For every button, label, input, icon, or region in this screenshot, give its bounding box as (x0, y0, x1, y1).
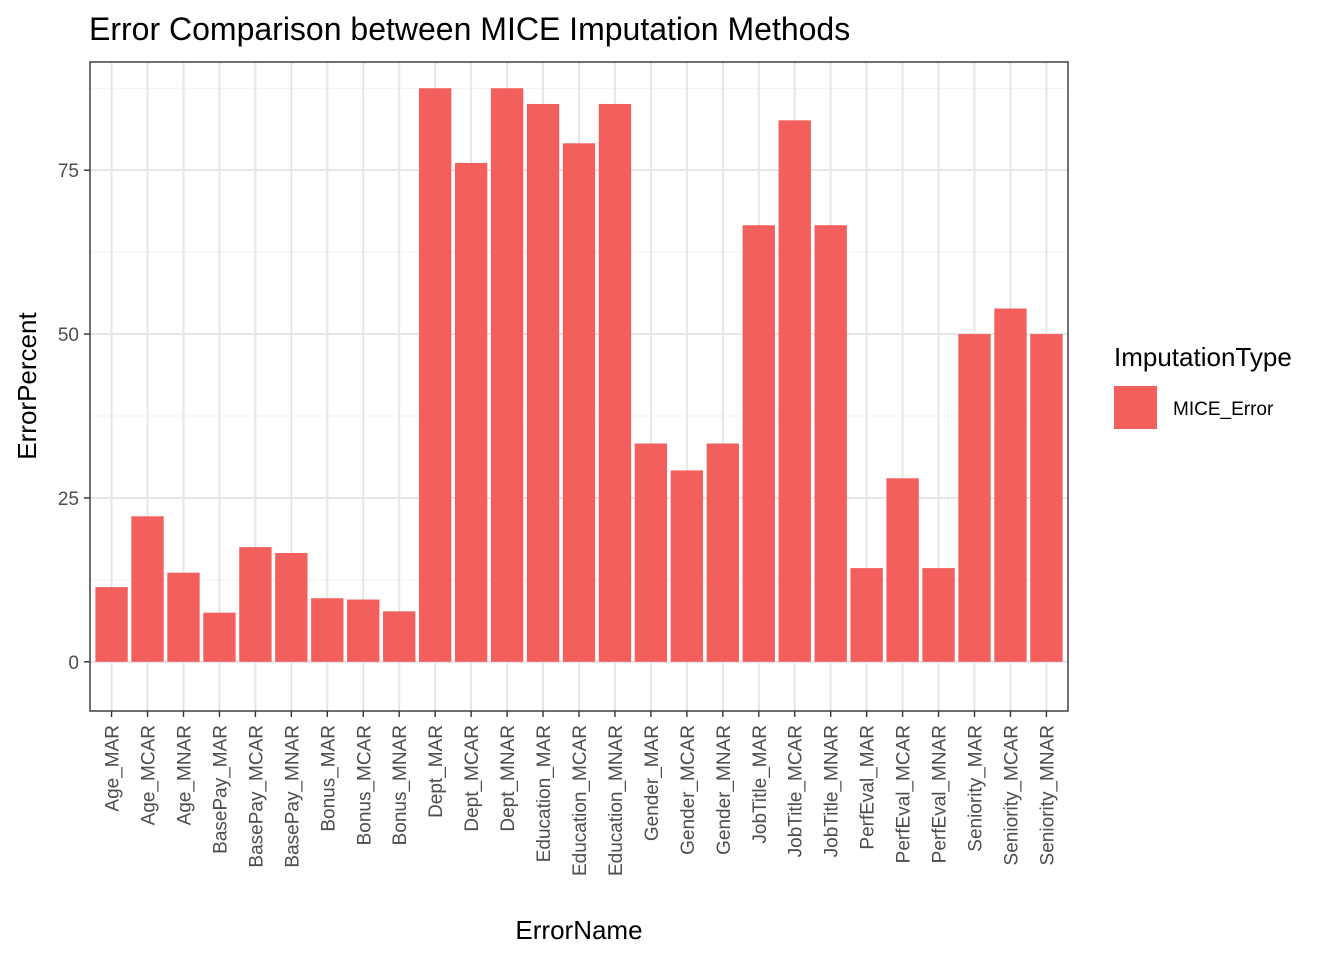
x-tick-label: Dept_MAR (426, 725, 447, 818)
x-tick-label: Seniority_MCAR (1001, 725, 1022, 865)
bar (418, 88, 452, 662)
bar (706, 443, 740, 662)
x-axis-title: ErrorName (515, 915, 642, 945)
x-tick-label: Seniority_MNAR (1037, 725, 1058, 865)
x-tick-label: BasePay_MCAR (246, 725, 267, 868)
x-tick-label: JobTitle_MNAR (822, 725, 843, 857)
x-tick-label: Education_MAR (534, 725, 555, 862)
y-tick-label: 25 (58, 489, 79, 510)
bar (1030, 334, 1063, 662)
bar (167, 572, 200, 662)
x-tick-label: Bonus_MNAR (390, 725, 411, 845)
x-tick-label: Dept_MNAR (498, 725, 519, 832)
chart-title: Error Comparison between MICE Imputation… (89, 11, 850, 47)
bars (95, 88, 1063, 662)
bar (203, 612, 236, 662)
bar (850, 568, 883, 662)
x-tick-label: Seniority_MAR (966, 725, 987, 852)
bar (383, 611, 416, 662)
x-tick-label: BasePay_MNAR (282, 725, 303, 868)
x-tick-label: Dept_MCAR (462, 725, 483, 832)
bar (526, 103, 560, 662)
x-tick-label: JobTitle_MCAR (786, 725, 807, 857)
x-tick-label: PerfEval_MNAR (930, 725, 951, 863)
bar (922, 568, 955, 662)
bar (814, 225, 847, 662)
x-tick-label: Bonus_MAR (318, 725, 339, 832)
y-tick-label: 75 (58, 161, 79, 182)
bar (239, 547, 272, 662)
bar (634, 443, 668, 662)
x-tick-label: BasePay_MAR (210, 725, 231, 854)
bar (347, 599, 380, 662)
x-tick-label: PerfEval_MAR (858, 725, 879, 850)
x-tick-label: Gender_MNAR (714, 725, 735, 855)
bar (562, 143, 596, 662)
y-tick-label: 0 (68, 653, 79, 674)
y-axis-title: ErrorPercent (12, 312, 42, 460)
bar (454, 162, 488, 662)
x-tick-label: Bonus_MCAR (354, 725, 375, 845)
x-tick-label: Education_MCAR (570, 725, 591, 876)
legend-title: ImputationType (1114, 342, 1292, 372)
plot-area (89, 61, 1069, 712)
x-tick-label: Age_MNAR (174, 725, 195, 825)
bar (958, 334, 991, 662)
bar (742, 225, 775, 662)
x-tick-label: Gender_MCAR (678, 725, 699, 855)
y-axis: 0 25 50 75 (58, 161, 90, 674)
x-tick-label: PerfEval_MCAR (894, 725, 915, 863)
bar (490, 88, 524, 662)
y-tick-label: 50 (58, 325, 79, 346)
bar (886, 478, 919, 662)
x-tick-label: Education_MNAR (606, 725, 627, 876)
bar (311, 598, 344, 662)
legend: ImputationType MICE_Error (1114, 342, 1292, 429)
x-tick-label: Age_MAR (103, 725, 124, 812)
bar (994, 308, 1027, 662)
bar (275, 553, 308, 662)
bar (670, 470, 704, 662)
x-tick-label: Gender_MAR (642, 725, 663, 841)
legend-key (1114, 386, 1157, 429)
bar (95, 587, 128, 662)
x-tick-label: JobTitle_MAR (750, 725, 771, 844)
bar (131, 516, 164, 662)
x-tick-label: Age_MCAR (139, 725, 160, 825)
legend-label: MICE_Error (1173, 399, 1274, 420)
bar (778, 120, 811, 662)
x-axis: Age_MAR Age_MCAR Age_MNAR BasePay_MAR BasePa… (103, 711, 1058, 876)
bar (598, 103, 632, 662)
